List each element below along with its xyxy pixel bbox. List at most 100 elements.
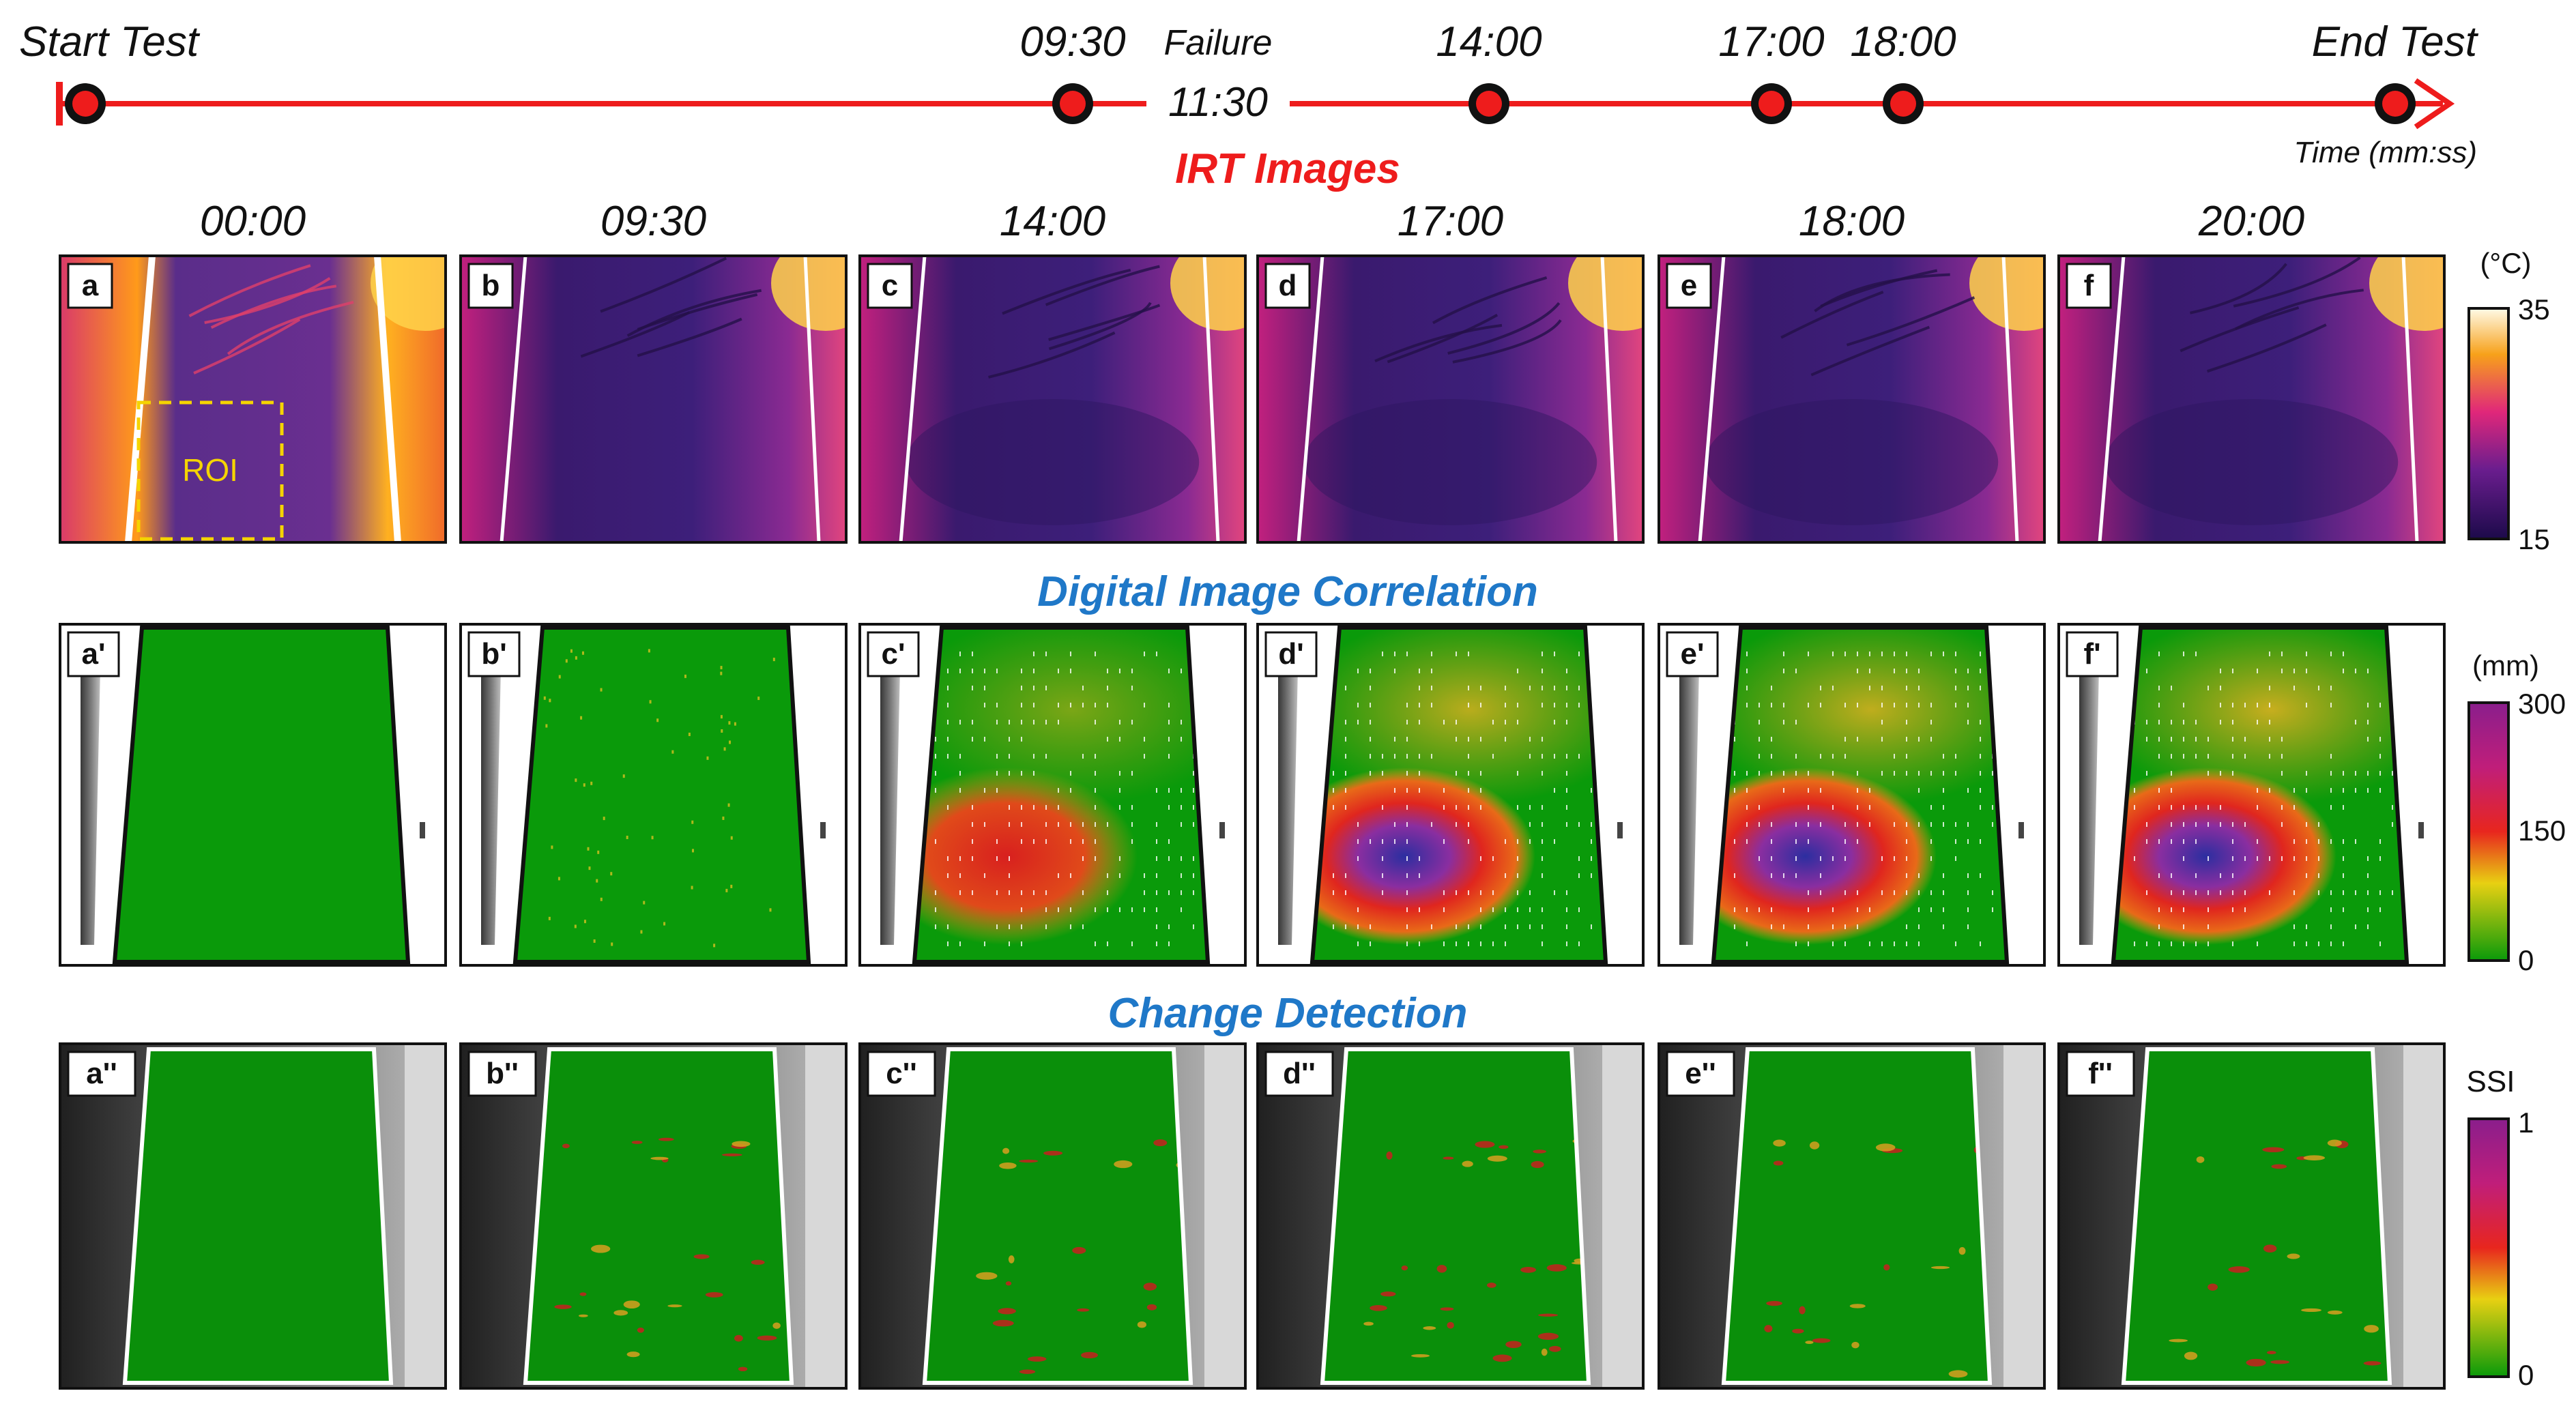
irt-panel: ROI a <box>59 254 447 544</box>
vector-arrow <box>2244 907 2246 912</box>
vector-arrow <box>1345 771 1346 776</box>
timeline-label: 18:00 <box>1850 18 1956 65</box>
dic-panel: f' <box>2057 623 2446 967</box>
vector-arrow <box>947 669 949 673</box>
panel-label-box <box>2066 631 2119 677</box>
vector-arrow <box>1943 924 1944 929</box>
vector-arrow <box>1107 703 1108 707</box>
vector-arrow <box>1009 754 1010 759</box>
change-spot <box>2303 1155 2326 1160</box>
vector-arrow <box>1144 907 1145 912</box>
vector-arrow <box>2257 720 2258 725</box>
dic-scale-min: 0 <box>2518 944 2534 976</box>
vector-arrow <box>1795 720 1797 725</box>
vector-arrow <box>1070 652 1071 656</box>
vector-arrow <box>1505 941 1506 946</box>
change-spot <box>1773 1139 1786 1147</box>
vector-arrow <box>1857 669 1858 673</box>
change-spot <box>1081 1351 1098 1359</box>
vector-arrow <box>1070 703 1071 707</box>
vector-arrow <box>1058 873 1059 878</box>
change-spot <box>1019 1159 1039 1163</box>
vector-arrow <box>1808 771 1809 776</box>
timeline-label: End Test <box>2312 18 2479 65</box>
vector-arrow <box>2146 669 2147 673</box>
vector-arrow <box>1566 686 1567 690</box>
vector-arrow <box>1734 737 1735 742</box>
vector-arrow <box>2183 907 2184 912</box>
vector-arrow <box>996 754 998 759</box>
vector-arrow <box>1045 652 1047 656</box>
vector-arrow <box>2293 788 2295 793</box>
vector-arrow <box>1930 652 1932 656</box>
change-spot <box>1764 1325 1773 1332</box>
change-spot <box>1537 1332 1559 1341</box>
change-spot <box>1380 1291 1396 1297</box>
vector-arrow <box>626 836 628 840</box>
change-spot <box>623 1300 640 1309</box>
vector-arrow <box>1967 839 1969 844</box>
vector-arrow <box>2392 890 2393 895</box>
vector-arrow <box>1869 669 1870 673</box>
vector-arrow <box>2208 924 2209 929</box>
vector-arrow <box>1406 941 1408 946</box>
vector-arrow <box>2208 771 2209 776</box>
vector-arrow <box>2183 720 2184 725</box>
vector-arrow <box>2232 754 2233 759</box>
vector-arrow <box>1771 822 1772 827</box>
timeline-label: 09:30 <box>1019 18 1125 65</box>
ssi-map <box>1724 1049 1990 1383</box>
vector-arrow <box>1419 720 1420 725</box>
panel-label: d'' <box>1283 1057 1316 1090</box>
vector-arrow <box>1943 754 1944 759</box>
vector-arrow <box>1832 652 1834 656</box>
vector-arrow <box>996 890 998 895</box>
vector-arrow <box>1943 890 1944 895</box>
vector-arrow <box>2355 924 2356 929</box>
vector-arrow <box>1820 686 1821 690</box>
vector-arrow <box>1431 652 1432 656</box>
vector-arrow <box>1058 703 1059 707</box>
vector-arrow <box>1578 652 1580 656</box>
roi-box <box>136 400 284 541</box>
change-spot <box>1809 1141 1820 1150</box>
vector-arrow <box>2257 703 2258 707</box>
panel-label-box <box>1666 1051 1735 1097</box>
vector-arrow <box>1906 856 1907 861</box>
vector-arrow <box>2158 788 2160 793</box>
vector-arrow <box>2318 686 2319 690</box>
vector-arrow <box>2293 924 2295 929</box>
vector-arrow <box>1529 737 1531 742</box>
vector-arrow <box>1394 754 1395 759</box>
vector-arrow <box>1193 873 1194 878</box>
panel-frame <box>1658 623 2046 967</box>
vector-arrow <box>1370 771 1371 776</box>
vector-arrow <box>663 922 666 926</box>
displacement-field <box>515 628 809 962</box>
vector-arrow <box>1131 839 1133 844</box>
crack-line <box>193 318 301 375</box>
vector-arrow <box>1746 686 1748 690</box>
vector-arrow <box>2330 805 2332 810</box>
change-spot <box>1805 1341 1814 1345</box>
background-strip <box>1278 638 1299 945</box>
displacement-blob <box>1713 767 1937 945</box>
vector-arrow <box>1406 737 1408 742</box>
vector-arrow <box>1746 771 1748 776</box>
timeline-marker <box>1890 91 1916 117</box>
vector-arrow <box>558 877 560 881</box>
vector-arrow <box>2232 703 2233 707</box>
vector-arrow <box>1021 941 1022 946</box>
vector-arrow <box>1554 703 1555 707</box>
cd-colorbar: SSI 1 0 <box>2467 1065 2534 1391</box>
vector-arrow <box>1095 720 1096 725</box>
vector-arrow <box>972 652 973 656</box>
change-spot <box>1792 1328 1804 1334</box>
vector-arrow <box>947 941 949 946</box>
vector-arrow <box>1070 924 1071 929</box>
vector-arrow <box>1808 703 1809 707</box>
background-strip <box>481 638 502 945</box>
vector-arrow <box>1894 754 1895 759</box>
vector-arrow <box>1967 890 1969 895</box>
vector-arrow <box>1980 771 1981 776</box>
